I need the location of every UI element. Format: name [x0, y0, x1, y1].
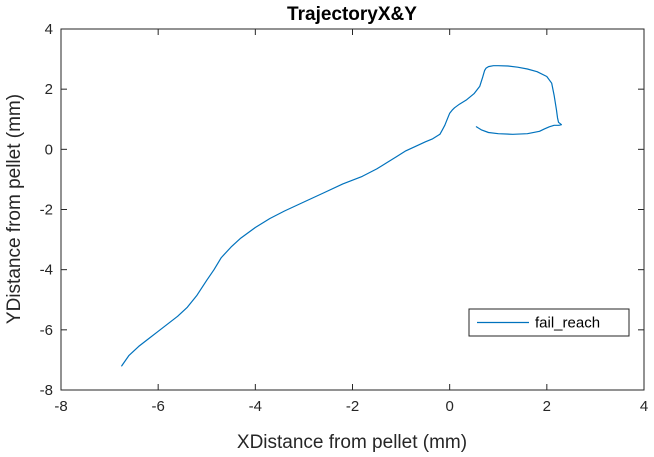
legend[interactable]: fail_reach [468, 308, 630, 337]
x-tick-label: 2 [543, 398, 551, 415]
series-line-fail_reach [121, 65, 563, 367]
x-tick-label: -8 [54, 398, 67, 415]
y-axis-label: YDistance from pellet (mm) [4, 94, 25, 324]
axes: -8 -6 -4 -2 0 2 4 -8 -6 -4 -2 0 2 4 [40, 21, 649, 415]
chart-title: TrajectoryX&Y [287, 4, 417, 25]
x-tick-label: -6 [151, 398, 164, 415]
y-tick-label: 2 [45, 81, 53, 98]
x-tick-label: -4 [249, 398, 262, 415]
y-tick-label: -8 [40, 382, 53, 399]
y-tick-label: -2 [40, 202, 53, 219]
y-tick-label: 0 [45, 141, 53, 158]
y-tick-label: -4 [40, 262, 53, 279]
legend-label: fail_reach [535, 315, 600, 332]
x-tick-label: -2 [346, 398, 359, 415]
x-tick-label: 0 [445, 398, 453, 415]
y-tick-label: -6 [40, 322, 53, 339]
x-tick-label: 4 [640, 398, 648, 415]
y-tick-label: 4 [45, 21, 53, 38]
data-layer [121, 65, 563, 367]
x-axis-label: XDistance from pellet (mm) [237, 432, 467, 453]
